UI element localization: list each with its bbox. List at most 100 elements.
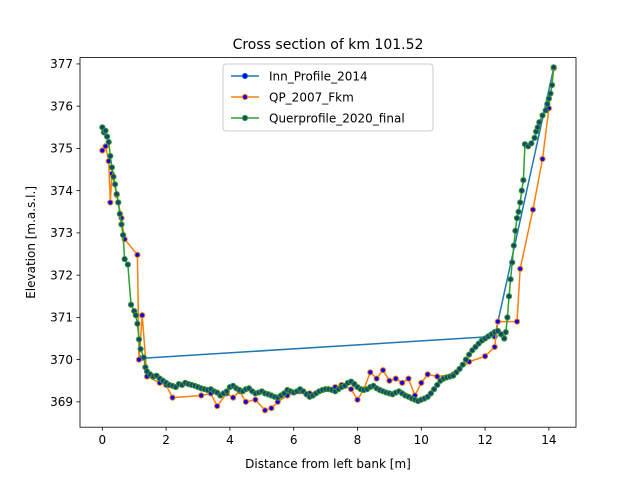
data-point [104, 133, 111, 140]
data-point [118, 221, 125, 228]
data-point [517, 265, 524, 272]
data-point [223, 388, 230, 395]
x-axis: 0 2 4 6 8 10 12 14 [99, 427, 557, 447]
data-point [494, 318, 501, 325]
legend-entry: Querprofile_2020_final [231, 111, 405, 125]
data-point [513, 215, 521, 222]
series-layer [99, 64, 557, 414]
data-point [386, 377, 393, 384]
chart-title: Cross section of km 101.52 [233, 37, 424, 53]
x-axis-title: Distance from left bank [m] [245, 457, 411, 471]
data-point [242, 398, 249, 405]
data-point [550, 64, 557, 71]
data-point [534, 124, 541, 131]
data-point [466, 351, 473, 358]
x-tick-label: 14 [541, 433, 556, 447]
data-point [547, 90, 554, 97]
data-point [491, 343, 498, 351]
data-point [531, 134, 538, 141]
y-tick-label: 369 [50, 395, 73, 409]
data-point [137, 345, 144, 353]
data-point [348, 386, 355, 393]
y-tick-label: 375 [50, 142, 73, 156]
data-point [107, 152, 114, 160]
x-tick-label: 2 [162, 433, 170, 447]
data-point [261, 407, 269, 414]
axes-frame [79, 57, 577, 428]
data-point [119, 231, 127, 239]
legend-box [222, 63, 434, 132]
y-tick-label: 372 [50, 268, 73, 282]
data-point [539, 155, 546, 163]
y-tick-label: 370 [50, 353, 73, 367]
data-point [405, 375, 412, 382]
data-point [107, 199, 114, 206]
data-point [102, 143, 109, 150]
data-point [111, 181, 119, 188]
legend-marker [241, 72, 249, 80]
data-point [430, 386, 438, 393]
series-2 [99, 64, 557, 405]
legend-marker [241, 93, 249, 101]
x-tick-label: 6 [290, 433, 298, 447]
data-point [354, 396, 361, 403]
data-point [510, 242, 517, 249]
x-tick-label: 4 [226, 433, 234, 447]
x-tick-label: 12 [477, 433, 492, 447]
y-axis-title: Elevation [m.a.s.l.] [24, 186, 38, 299]
data-point [512, 227, 519, 234]
data-point [481, 353, 489, 360]
data-point [520, 177, 527, 184]
data-point [456, 365, 463, 373]
x-tick-label: 0 [99, 433, 107, 447]
data-point [502, 329, 509, 336]
data-point [529, 206, 537, 213]
data-point [198, 392, 205, 399]
data-point [132, 312, 139, 319]
legend-label: Querprofile_2020_final [269, 111, 405, 125]
data-point [124, 261, 131, 268]
y-tick-label: 376 [50, 99, 73, 113]
y-tick-label: 373 [50, 226, 73, 240]
data-point [121, 255, 128, 263]
data-point [539, 112, 546, 119]
x-tick-label: 8 [354, 433, 362, 447]
data-point [515, 208, 522, 215]
data-point [427, 390, 434, 397]
data-point [418, 379, 425, 386]
y-tick-label: 374 [50, 184, 73, 198]
data-point [459, 361, 466, 368]
data-point [528, 140, 535, 147]
data-point [127, 301, 135, 308]
data-point [115, 199, 122, 206]
data-point [536, 119, 543, 126]
legend-entry: QP_2007_Fkm [231, 90, 354, 104]
data-point [102, 127, 109, 134]
legend-label: QP_2007_Fkm [269, 90, 354, 104]
data-point [113, 190, 120, 198]
data-point [548, 81, 556, 89]
data-point [513, 318, 521, 325]
data-point [135, 336, 143, 343]
y-tick-label: 377 [50, 57, 73, 71]
legend: Inn_Profile_2014 QP_2007_Fkm Querprofile_2… [222, 63, 434, 132]
data-point [110, 173, 117, 180]
data-point [268, 405, 275, 412]
data-point [169, 394, 176, 401]
data-point [392, 375, 399, 382]
data-point [434, 381, 441, 389]
data-point [505, 293, 513, 300]
data-point [517, 199, 524, 206]
data-point [424, 371, 431, 378]
legend-items: Inn_Profile_2014 QP_2007_Fkm Querprofile_2… [231, 69, 405, 125]
data-point [139, 312, 146, 319]
data-point [373, 375, 380, 382]
data-point [504, 314, 511, 321]
data-point [140, 354, 147, 361]
data-point [379, 367, 387, 374]
plot-area [79, 57, 577, 428]
y-tick-label: 371 [50, 311, 73, 325]
data-point [518, 187, 525, 194]
legend-marker [241, 114, 249, 122]
